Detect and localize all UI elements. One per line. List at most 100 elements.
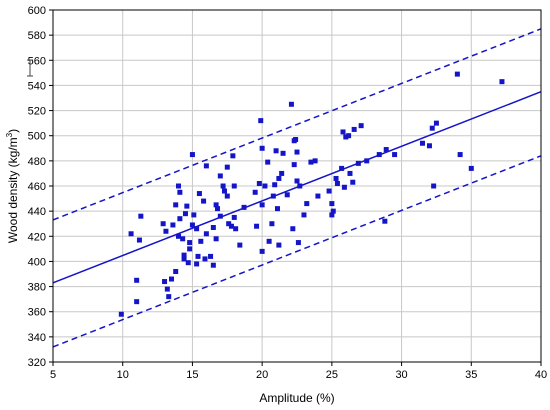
regression-line [52, 91, 542, 284]
data-point [230, 153, 236, 159]
data-point [198, 238, 204, 244]
data-point [189, 152, 195, 158]
data-point [392, 152, 398, 158]
x-tick-label: 10 [117, 369, 129, 381]
data-point [164, 286, 170, 292]
x-tick-label: 30 [395, 369, 407, 381]
data-point [326, 188, 332, 194]
data-point [213, 202, 219, 208]
data-point [272, 182, 278, 188]
data-point [203, 163, 209, 169]
x-axis-title: Amplitude (%) [259, 391, 334, 405]
grid-lines [53, 10, 541, 362]
data-point [138, 213, 144, 219]
x-tick-label: 25 [326, 369, 338, 381]
data-point [297, 183, 303, 189]
data-point [429, 125, 435, 131]
data-point [196, 191, 202, 197]
data-point [254, 223, 260, 229]
data-point [304, 201, 310, 207]
data-point [358, 123, 364, 129]
y-tick-label: 580 [28, 30, 46, 42]
y-tick-label: 320 [28, 357, 46, 369]
data-point [217, 213, 223, 219]
y-axis-title-superscript: 3 [5, 132, 14, 137]
data-point [181, 256, 187, 262]
y-tick-label: 480 [28, 156, 46, 168]
data-point [288, 101, 294, 107]
data-point [329, 212, 335, 218]
data-point [259, 145, 265, 151]
data-point [330, 208, 336, 214]
data-point [177, 189, 183, 195]
data-point [203, 231, 209, 237]
data-point [224, 164, 230, 170]
data-point [276, 242, 282, 248]
y-tick-label: 600 [28, 5, 46, 17]
data-point [308, 159, 314, 165]
data-point [182, 211, 188, 217]
data-point [364, 158, 370, 164]
y-axis-title-main: Wood density (kg/m [6, 137, 20, 243]
data-point [259, 248, 265, 254]
data-point [173, 202, 179, 208]
data-point [134, 299, 140, 305]
data-point [274, 206, 280, 212]
data-point [266, 238, 272, 244]
data-point [169, 276, 175, 282]
data-point [454, 71, 460, 77]
data-point [136, 237, 142, 243]
data-point [201, 198, 207, 204]
data-point [128, 231, 134, 237]
data-point [301, 212, 307, 218]
data-point [163, 228, 169, 234]
y-tick-label: 380 [28, 282, 46, 294]
data-point [173, 268, 179, 274]
data-point [185, 260, 191, 266]
data-point [175, 233, 181, 239]
data-point [341, 184, 347, 190]
data-point [265, 159, 271, 165]
data-point [383, 147, 389, 153]
data-point [224, 193, 230, 199]
x-tick-label: 40 [535, 369, 547, 381]
data-point [270, 193, 276, 199]
data-point [194, 226, 200, 232]
data-point [187, 240, 193, 246]
data-point [333, 175, 339, 181]
data-point [433, 120, 439, 126]
data-point [237, 242, 243, 248]
y-axis-title-close: ) [6, 129, 20, 133]
data-point [208, 253, 214, 259]
data-point [295, 240, 301, 246]
data-series [52, 28, 542, 348]
data-point [329, 201, 335, 207]
data-point [256, 180, 262, 186]
data-point [175, 183, 181, 189]
data-point [202, 256, 208, 262]
data-point [431, 183, 437, 189]
data-point [177, 216, 183, 222]
data-point [134, 277, 140, 283]
y-tick-label: 500 [28, 131, 46, 143]
data-point [213, 236, 219, 242]
y-tick-label: 540 [28, 80, 46, 92]
data-point [191, 212, 197, 218]
y-axis-title: Wood density (kg/m3) [5, 129, 21, 243]
data-point [252, 189, 258, 195]
data-point [312, 158, 318, 164]
data-point [499, 79, 505, 85]
data-point [226, 221, 232, 227]
data-point [118, 311, 124, 317]
data-point [315, 193, 321, 199]
data-point [166, 294, 172, 300]
data-point [294, 149, 300, 155]
data-point [210, 224, 216, 230]
data-point [340, 129, 346, 135]
data-point [276, 175, 282, 181]
data-point [346, 133, 352, 139]
data-point [351, 126, 357, 132]
data-point [347, 170, 353, 176]
data-point [220, 183, 226, 189]
